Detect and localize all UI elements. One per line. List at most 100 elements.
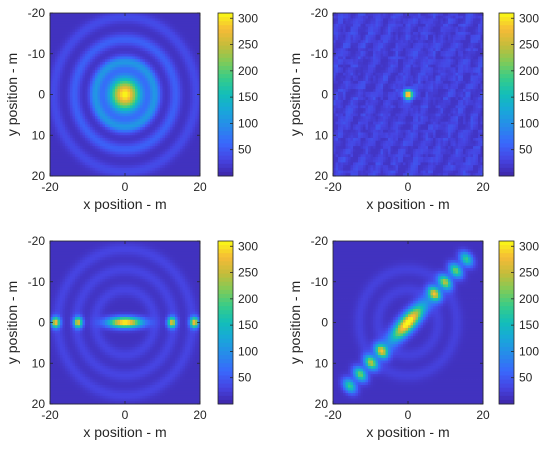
heatmap-cell [85, 59, 88, 63]
heatmap-cell [125, 148, 128, 152]
heatmap-cell [117, 173, 121, 177]
heatmap-cell [112, 118, 116, 123]
heatmap-cell [120, 129, 123, 133]
heatmap-cell [100, 86, 103, 90]
heatmap-cell [137, 148, 141, 152]
heatmap-cell [172, 64, 176, 68]
heatmap-cell [62, 56, 66, 60]
heatmap-cell [95, 105, 98, 109]
heatmap-cell [345, 45, 349, 49]
heatmap-cell [80, 129, 83, 133]
heatmap-cell [160, 132, 163, 136]
heatmap-cell [55, 124, 58, 128]
heatmap-cell [110, 97, 113, 101]
heatmap-cell [140, 72, 143, 76]
heatmap-cell [102, 61, 106, 66]
heatmap-cell [385, 42, 389, 46]
heatmap-cell [458, 40, 461, 44]
heatmap-cell [453, 45, 456, 49]
heatmap-cell [185, 42, 188, 46]
heatmap-cell [192, 48, 196, 52]
heatmap-cell [190, 102, 193, 106]
heatmap-cell [135, 83, 138, 87]
heatmap-cell [162, 140, 166, 144]
heatmap-cell [185, 116, 188, 120]
heatmap-cell [385, 26, 389, 30]
heatmap-cell [102, 23, 106, 27]
heatmap-cell [165, 121, 168, 125]
heatmap-cell [60, 167, 63, 171]
heatmap-cell [180, 15, 183, 19]
heatmap-cell [152, 162, 156, 166]
heatmap-cell [343, 61, 346, 66]
heatmap-cell [458, 32, 461, 36]
heatmap-cell [155, 146, 158, 150]
heatmap-cell [445, 15, 449, 19]
heatmap-cell [55, 72, 58, 76]
heatmap-cell [480, 13, 484, 17]
heatmap-cell [390, 32, 394, 36]
heatmap-cell [165, 129, 168, 133]
heatmap-cell [448, 45, 451, 49]
heatmap-cell [130, 127, 133, 131]
heatmap-cell [80, 105, 83, 109]
heatmap-cell [177, 156, 181, 161]
heatmap-cell [425, 53, 429, 57]
heatmap-cell [77, 61, 81, 66]
heatmap-cell [67, 110, 71, 114]
heatmap-cell [55, 110, 58, 114]
heatmap-cell [142, 72, 146, 76]
heatmap-cell [65, 59, 68, 63]
heatmap-cell [55, 156, 58, 161]
heatmap-cell [152, 18, 156, 22]
heatmap-cell [120, 64, 123, 68]
heatmap-cell [373, 32, 376, 36]
heatmap-cell [55, 151, 58, 155]
heatmap-cell [355, 18, 359, 22]
heatmap-cell [175, 32, 178, 36]
heatmap-cell [388, 29, 391, 33]
heatmap-cell [112, 162, 116, 166]
heatmap-cell [50, 72, 53, 76]
heatmap-cell [370, 13, 374, 17]
heatmap-cell [335, 67, 339, 71]
heatmap-cell [87, 91, 91, 95]
heatmap-cell [142, 59, 146, 63]
heatmap-cell [77, 156, 81, 161]
colorbar-swatch [218, 29, 233, 34]
heatmap-cell [55, 34, 58, 38]
heatmap-cell [152, 56, 156, 60]
heatmap-cell [418, 34, 421, 38]
heatmap-cell [150, 151, 153, 155]
heatmap-cell [395, 48, 399, 52]
heatmap-cell [75, 148, 78, 152]
heatmap-cell [403, 40, 406, 44]
heatmap-cell [50, 167, 53, 171]
heatmap-cell [187, 42, 191, 46]
heatmap-cell [195, 110, 198, 114]
heatmap-cell [440, 70, 444, 74]
heatmap-cell [57, 108, 61, 112]
heatmap-cell [338, 64, 341, 68]
heatmap-cell [480, 18, 484, 22]
heatmap-cell [463, 18, 466, 22]
heatmap-cell [52, 151, 56, 155]
heatmap-cell [180, 110, 183, 114]
heatmap-cell [100, 80, 103, 85]
heatmap-cell [117, 167, 121, 171]
heatmap-cell [443, 42, 446, 46]
heatmap-cell [102, 86, 106, 90]
heatmap-cell [137, 154, 141, 158]
heatmap-cell [77, 135, 81, 139]
heatmap-cell [363, 29, 366, 33]
heatmap-cell [405, 51, 409, 55]
heatmap-cell [57, 42, 61, 46]
heatmap-cell [70, 15, 73, 19]
heatmap-cell [140, 34, 143, 38]
heatmap-cell [60, 99, 63, 104]
heatmap-cell [142, 162, 146, 166]
heatmap-cell [358, 13, 361, 17]
heatmap-cell [67, 140, 71, 144]
heatmap-cell [182, 146, 186, 150]
heatmap-cell [443, 61, 446, 66]
